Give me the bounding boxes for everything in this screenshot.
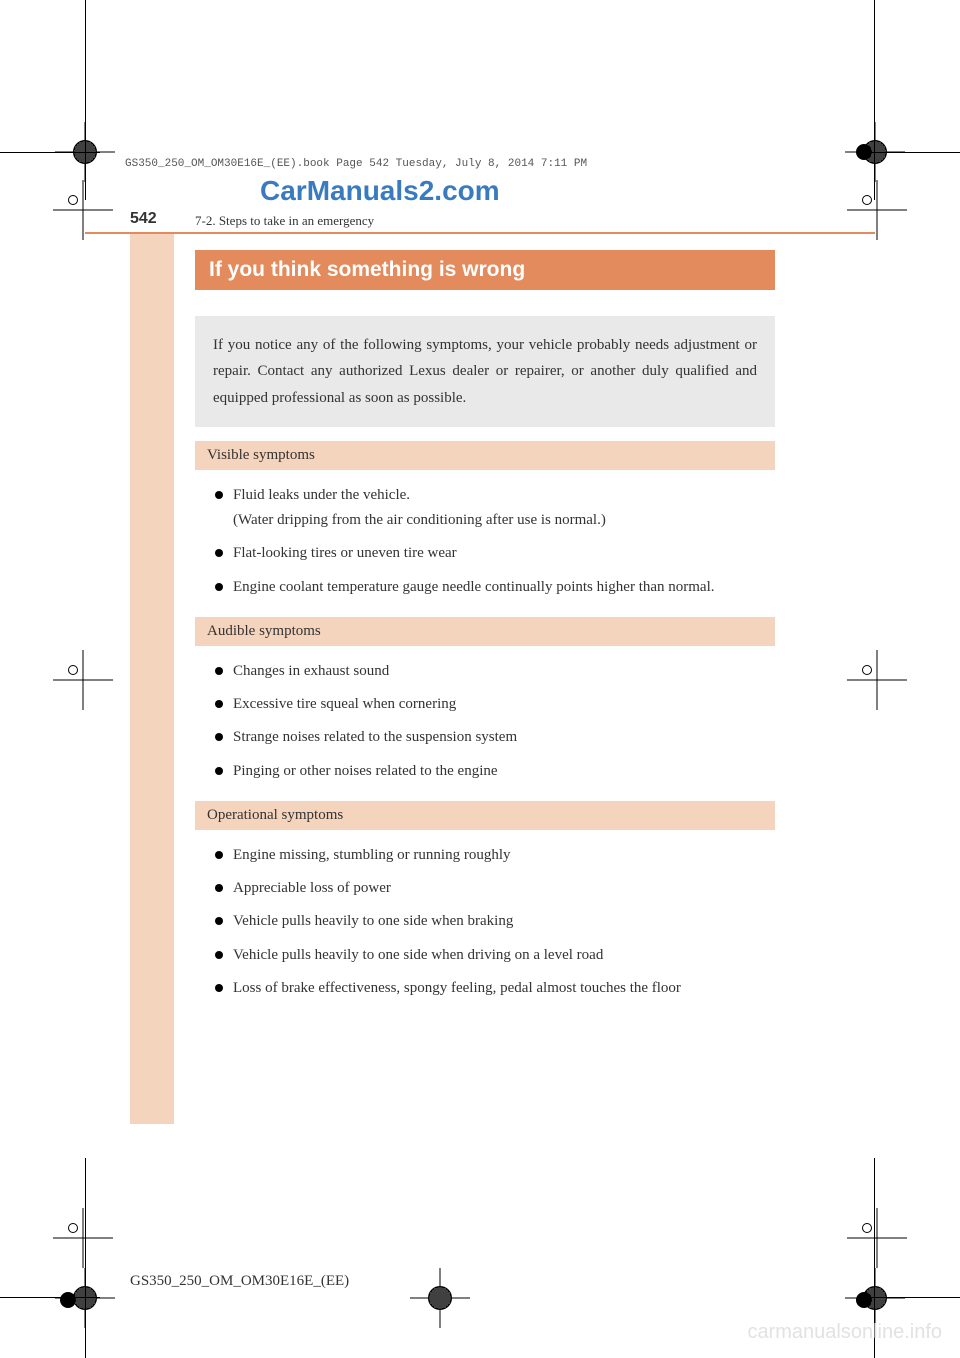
registration-dot — [856, 1292, 872, 1308]
footer-code: GS350_250_OM_OM30E16E_(EE) — [130, 1273, 349, 1290]
subheading-operational: Operational symptoms — [195, 801, 775, 830]
list-item-subtext: (Water dripping from the air conditionin… — [233, 509, 767, 532]
registration-mark — [857, 660, 897, 700]
list-item-text: Engine missing, stumbling or running rou… — [233, 847, 511, 863]
list-item: Excessive tire squeal when cornering — [215, 693, 767, 716]
list-item-text: Vehicle pulls heavily to one side when d… — [233, 947, 603, 963]
watermark-bottom: carmanualsonline.info — [747, 1321, 942, 1344]
subheading-audible: Audible symptoms — [195, 617, 775, 646]
intro-text: If you notice any of the following sympt… — [195, 316, 775, 427]
list-item-text: Flat-looking tires or uneven tire wear — [233, 545, 457, 561]
list-item-text: Fluid leaks under the vehicle. — [233, 487, 410, 503]
registration-mark — [857, 1218, 897, 1258]
watermark-top: CarManuals2.com — [260, 175, 500, 207]
list-item: Vehicle pulls heavily to one side when d… — [215, 944, 767, 967]
list-item-text: Strange noises related to the suspension… — [233, 729, 517, 745]
registration-mark — [63, 190, 103, 230]
page-title: If you think something is wrong — [195, 250, 775, 290]
registration-mark — [65, 132, 105, 172]
list-item: Loss of brake effectiveness, spongy feel… — [215, 977, 767, 1000]
registration-dot — [856, 144, 872, 160]
list-item-text: Engine coolant temperature gauge needle … — [233, 579, 715, 595]
page-number: 542 — [130, 210, 157, 228]
list-item: Pinging or other noises related to the e… — [215, 760, 767, 783]
list-item: Engine coolant temperature gauge needle … — [215, 576, 767, 599]
page-content: If you think something is wrong If you n… — [195, 250, 775, 1018]
list-item: Vehicle pulls heavily to one side when b… — [215, 910, 767, 933]
header-rule — [85, 232, 875, 234]
list-item: Appreciable loss of power — [215, 877, 767, 900]
registration-mark — [420, 1278, 460, 1318]
list-item-text: Appreciable loss of power — [233, 880, 391, 896]
registration-dot — [60, 1292, 76, 1308]
side-tab — [130, 234, 174, 1124]
list-item-text: Changes in exhaust sound — [233, 663, 389, 679]
list-item-text: Loss of brake effectiveness, spongy feel… — [233, 980, 681, 996]
list-item: Fluid leaks under the vehicle. (Water dr… — [215, 484, 767, 533]
list-item: Flat-looking tires or uneven tire wear — [215, 542, 767, 565]
list-item: Changes in exhaust sound — [215, 660, 767, 683]
list-item-text: Excessive tire squeal when cornering — [233, 696, 456, 712]
list-item-text: Pinging or other noises related to the e… — [233, 763, 498, 779]
visible-list: Fluid leaks under the vehicle. (Water dr… — [195, 484, 775, 599]
book-meta-line: GS350_250_OM_OM30E16E_(EE).book Page 542… — [125, 158, 587, 170]
registration-mark — [63, 660, 103, 700]
crop-line — [85, 1158, 86, 1358]
subheading-visible: Visible symptoms — [195, 441, 775, 470]
list-item-text: Vehicle pulls heavily to one side when b… — [233, 913, 513, 929]
audible-list: Changes in exhaust sound Excessive tire … — [195, 660, 775, 783]
list-item: Strange noises related to the suspension… — [215, 726, 767, 749]
list-item: Engine missing, stumbling or running rou… — [215, 844, 767, 867]
operational-list: Engine missing, stumbling or running rou… — [195, 844, 775, 1000]
registration-mark — [63, 1218, 103, 1258]
registration-mark — [857, 190, 897, 230]
section-header: 7-2. Steps to take in an emergency — [195, 213, 374, 229]
